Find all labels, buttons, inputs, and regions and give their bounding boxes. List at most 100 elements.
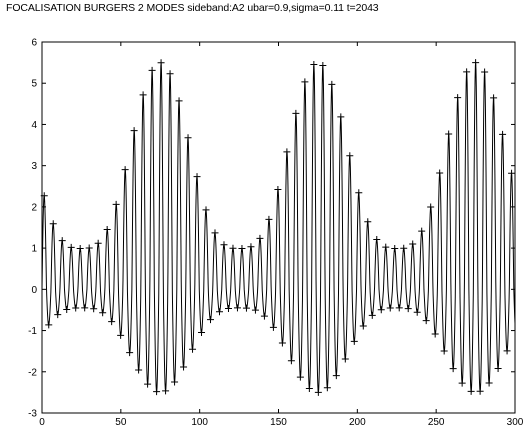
- series-marker: [229, 244, 237, 252]
- series-marker: [359, 322, 367, 330]
- series-marker: [58, 237, 66, 245]
- series-marker: [373, 236, 381, 244]
- series-marker: [323, 384, 331, 392]
- series-marker: [126, 349, 134, 357]
- series-marker: [63, 305, 71, 313]
- y-tick-label: 2: [31, 202, 37, 213]
- x-tick-label: 150: [270, 417, 287, 427]
- series-marker: [413, 308, 421, 316]
- y-tick-label: 4: [31, 120, 37, 131]
- series-marker: [139, 91, 147, 99]
- series-marker: [499, 130, 507, 138]
- series-marker: [341, 355, 349, 363]
- series-marker: [314, 388, 322, 396]
- series-marker: [224, 304, 232, 312]
- series-marker: [409, 240, 417, 248]
- series-marker: [467, 387, 475, 395]
- series-marker: [427, 203, 435, 211]
- series-marker: [81, 304, 89, 312]
- series-marker: [445, 130, 453, 138]
- series-marker: [135, 366, 143, 374]
- series-marker: [180, 363, 188, 371]
- series-marker: [269, 323, 277, 331]
- series-line: [41, 62, 516, 394]
- x-tick-label: 300: [507, 417, 523, 427]
- y-tick-label: 3: [31, 161, 37, 172]
- y-tick-label: 0: [31, 285, 37, 296]
- series-marker: [404, 305, 412, 313]
- series-marker: [305, 385, 313, 393]
- series-marker: [220, 241, 228, 249]
- series-marker: [283, 148, 291, 156]
- series-marker: [350, 337, 358, 345]
- series-marker: [472, 59, 480, 67]
- series-marker: [368, 311, 376, 319]
- x-tick-label: 50: [115, 417, 127, 427]
- series-marker: [251, 306, 259, 314]
- series-marker: [391, 245, 399, 253]
- series-marker: [449, 365, 457, 373]
- x-tick-label: 200: [349, 417, 366, 427]
- chart-axes: 0 50 100 150 200 250 300 -3 -2 -1 0 1 2 3 4 5 6: [28, 38, 523, 429]
- series-marker: [45, 321, 53, 329]
- series-marker: [382, 243, 390, 251]
- series-marker: [121, 166, 129, 174]
- series-marker: [265, 215, 273, 223]
- series-marker: [157, 59, 165, 67]
- series-marker: [494, 364, 502, 372]
- series-marker: [508, 169, 516, 177]
- y-tick-label: -2: [28, 367, 37, 378]
- series-marker: [337, 113, 345, 121]
- y-tick-label: 6: [31, 38, 37, 49]
- series-marker: [395, 304, 403, 312]
- series-marker: [310, 61, 318, 69]
- y-tick-label: -1: [28, 326, 37, 337]
- series-marker: [418, 227, 426, 235]
- x-tick-label: 250: [428, 417, 445, 427]
- series-marker: [485, 379, 493, 387]
- y-tick-label: 5: [31, 79, 37, 90]
- series-marker: [400, 244, 408, 252]
- series-marker: [202, 206, 210, 214]
- series-marker: [211, 229, 219, 237]
- series-marker: [108, 318, 116, 326]
- series-marker: [355, 189, 363, 197]
- series-marker: [85, 244, 93, 252]
- series-marker: [94, 239, 102, 247]
- series-marker: [346, 152, 354, 160]
- series-marker: [207, 316, 215, 324]
- x-tick-label: 0: [39, 417, 45, 427]
- series-marker: [72, 304, 80, 312]
- series-marker: [54, 311, 62, 319]
- series-marker: [332, 372, 340, 380]
- series-marker: [436, 169, 444, 177]
- series-marker: [481, 68, 489, 76]
- series-marker: [153, 388, 161, 396]
- series-marker: [274, 185, 282, 193]
- y-tick-label: -3: [28, 409, 37, 420]
- series-marker: [171, 378, 179, 386]
- series-marker: [189, 345, 197, 353]
- series-marker: [287, 357, 295, 365]
- series-marker: [238, 245, 246, 253]
- chart-title: FOCALISATION BURGERS 2 MODES sideband:A2…: [6, 2, 379, 14]
- axes-frame: [41, 41, 516, 414]
- y-tick-label: 1: [31, 244, 37, 255]
- series-marker: [166, 70, 174, 78]
- series-marker: [99, 309, 107, 317]
- series-marker: [292, 109, 300, 117]
- chart-marks: [40, 59, 516, 396]
- series-marker: [193, 173, 201, 181]
- series-marker: [49, 220, 57, 228]
- series-marker: [386, 304, 394, 312]
- series-marker: [175, 97, 183, 105]
- series-marker: [503, 347, 511, 355]
- series-marker: [162, 387, 170, 395]
- series-marker: [328, 80, 336, 88]
- series-marker: [117, 331, 125, 339]
- series-marker: [112, 200, 120, 208]
- series-marker: [130, 127, 138, 135]
- series-marker: [476, 387, 484, 395]
- series-marker: [440, 347, 448, 355]
